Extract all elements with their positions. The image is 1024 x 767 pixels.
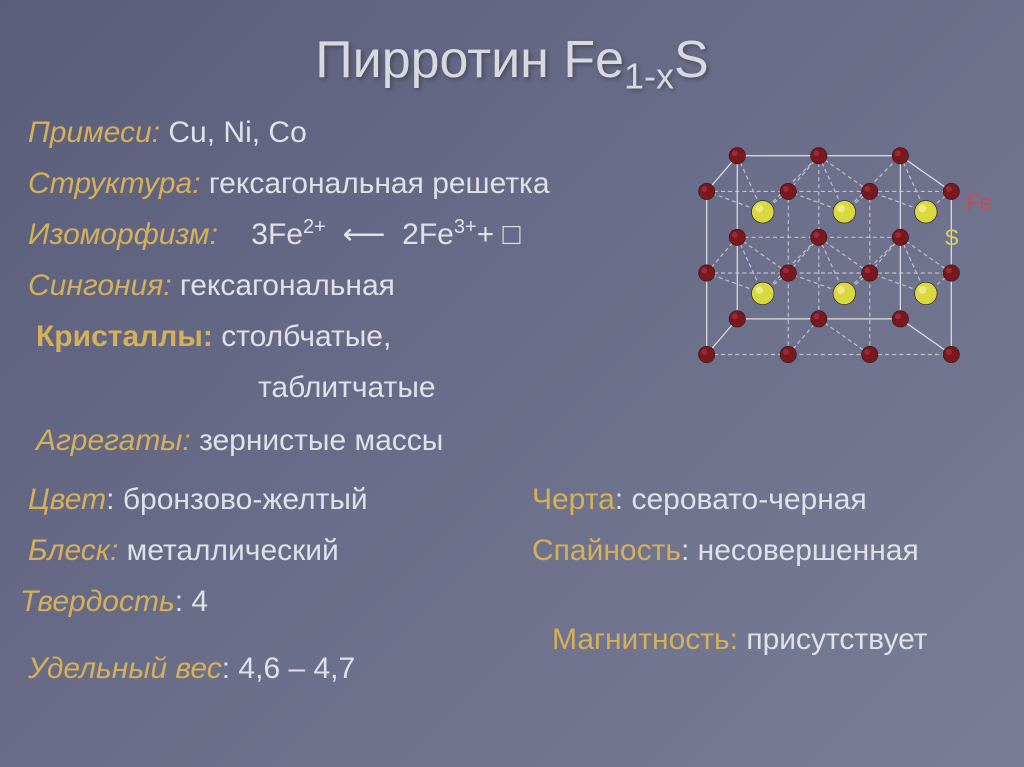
magnetic-value: присутствует	[746, 623, 927, 656]
hardness-value: : 4	[175, 585, 208, 618]
aggregates-row: Агрегаты: зернистые массы	[36, 418, 996, 463]
fe-atom-label: Fe	[966, 190, 992, 216]
weight-row: Удельный вес: 4,6 – 4,7	[28, 646, 492, 691]
impurities-label: Примеси:	[28, 116, 160, 149]
crystal-structure-diagram	[669, 115, 989, 380]
weight-value: : 4,6 – 4,7	[222, 652, 355, 685]
crystals-value1: столбчатые,	[221, 320, 391, 353]
streak-value: : серовато-черная	[615, 483, 867, 516]
magnetic-label: Магнитность:	[552, 623, 738, 656]
aggregates-value: зернистые массы	[199, 424, 443, 457]
left-column: Цвет: бронзово-желтый Блеск: металлическ…	[28, 477, 492, 697]
syngony-label: Сингония:	[28, 269, 172, 302]
luster-row: Блеск: металлический	[28, 528, 492, 573]
magnetic-row: Магнитность: присутствует	[552, 617, 996, 662]
structure-label: Структура:	[28, 167, 201, 200]
cleavage-row: Спайность: несовершенная	[532, 528, 996, 573]
columns: Цвет: бронзово-желтый Блеск: металлическ…	[28, 477, 996, 697]
color-row: Цвет: бронзово-желтый	[28, 477, 492, 522]
syngony-value: гексагональная	[180, 269, 395, 302]
cleavage-value: : несовершенная	[681, 534, 919, 567]
streak-row: Черта: серовато-черная	[532, 477, 996, 522]
luster-value: металлический	[127, 534, 339, 567]
hardness-row: Твердость: 4	[20, 579, 492, 624]
lattice-svg	[669, 115, 989, 380]
structure-value: гексагональная решетка	[209, 167, 550, 200]
isomorphism-label: Изоморфизм:	[28, 218, 218, 251]
weight-label: Удельный вес	[28, 652, 222, 685]
cleavage-label: Спайность	[532, 534, 681, 567]
s-atom-label: S	[944, 225, 959, 251]
slide-title: Пирротин Fe1-xS	[0, 0, 1024, 97]
color-label: Цвет	[28, 483, 106, 516]
streak-label: Черта	[532, 483, 615, 516]
crystals-value2: таблитчатые	[258, 371, 436, 404]
impurities-value: Cu, Ni, Co	[168, 116, 306, 149]
right-column: Черта: серовато-черная Спайность: несове…	[532, 477, 996, 697]
crystals-label: Кристаллы:	[36, 320, 213, 353]
color-value: : бронзово-желтый	[106, 483, 368, 516]
luster-label: Блеск:	[28, 534, 118, 567]
hardness-label: Твердость	[20, 585, 175, 618]
aggregates-label: Агрегаты:	[36, 424, 191, 457]
isomorphism-value: 3Fe2+ ⟵ 2Fe3++ □	[251, 218, 520, 251]
